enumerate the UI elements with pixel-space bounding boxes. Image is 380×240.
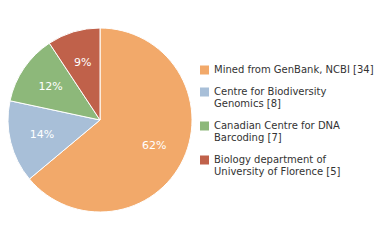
legend-label-line: Mined from GenBank, NCBI [34] [214, 64, 374, 75]
legend-swatch [200, 156, 209, 165]
legend-label-line: Canadian Centre for DNA [214, 120, 340, 131]
legend-item: Mined from GenBank, NCBI [34] [200, 64, 374, 75]
legend-label-line: University of Florence [5] [214, 166, 341, 177]
data-label: 12% [38, 80, 62, 93]
data-labels: 62% 14% 12% 9% [30, 56, 167, 152]
legend-label-line: Barcoding [7] [214, 132, 282, 143]
pie [8, 28, 192, 212]
legend-label: Canadian Centre for DNABarcoding [7] [214, 120, 340, 143]
legend-label-line: Biology department of [214, 154, 327, 165]
data-label: 14% [30, 128, 54, 141]
legend-label: Biology department ofUniversity of Flore… [214, 154, 341, 177]
legend-item: Centre for BiodiversityGenomics [8] [200, 86, 327, 109]
data-label: 62% [142, 139, 166, 152]
data-label: 9% [74, 56, 91, 69]
legend-label: Centre for BiodiversityGenomics [8] [214, 86, 327, 109]
pie-slice [49, 28, 100, 120]
chart-container: 62% 14% 12% 9% Mined from GenBank, NCBI [34]… [0, 0, 380, 240]
legend: Mined from GenBank, NCBI [34] Centre for … [200, 64, 374, 177]
legend-swatch [200, 66, 209, 75]
legend-item: Canadian Centre for DNABarcoding [7] [200, 120, 340, 143]
legend-swatch [200, 122, 209, 131]
legend-label-line: Genomics [8] [214, 98, 281, 109]
legend-label-line: Centre for Biodiversity [214, 86, 327, 97]
legend-swatch [200, 88, 209, 97]
legend-label: Mined from GenBank, NCBI [34] [214, 64, 374, 75]
chart: 62% 14% 12% 9% Mined from GenBank, NCBI [34]… [0, 0, 380, 240]
legend-item: Biology department ofUniversity of Flore… [200, 154, 341, 177]
